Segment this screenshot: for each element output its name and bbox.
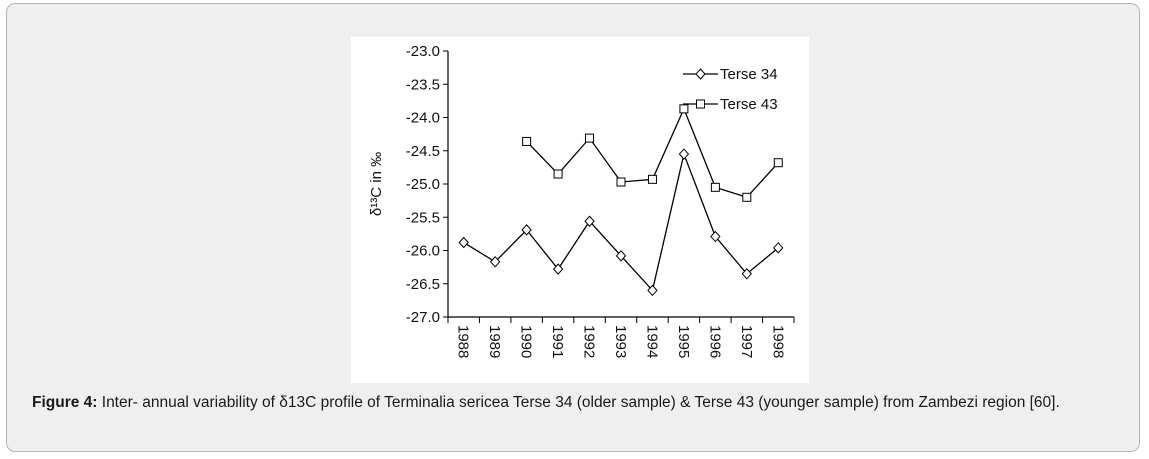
x-tick-label: 1990 — [518, 325, 535, 358]
x-tick-label: 1994 — [643, 325, 660, 358]
data-point-2 — [647, 174, 657, 184]
data-point-2 — [710, 182, 720, 192]
series-line-2 — [526, 107, 779, 199]
data-point-2 — [522, 136, 532, 146]
y-tick-label: -25.0 — [406, 176, 440, 193]
data-point-1 — [647, 284, 658, 297]
y-tick-label: -24.0 — [406, 110, 440, 127]
y-tick-label: -27.0 — [406, 309, 440, 326]
data-point-1 — [490, 256, 501, 268]
x-tick-label: 1997 — [738, 325, 755, 358]
data-point-2 — [585, 133, 595, 143]
data-point-1 — [773, 242, 784, 254]
legend-marker-1 — [695, 68, 706, 80]
x-tick-label: 1988 — [455, 325, 472, 358]
data-point-1 — [584, 215, 595, 227]
y-tick-label: -23.5 — [406, 76, 440, 93]
y-tick-label: -25.5 — [406, 209, 440, 226]
data-point-2 — [553, 169, 563, 179]
data-point-2 — [616, 177, 626, 187]
figure-frame: -23.0 -23.5 -24.0 -24.5 -25.0 -25.5 -26.0 -26.5… — [6, 3, 1140, 452]
x-tick-label: 1993 — [612, 325, 629, 358]
data-point-1 — [615, 250, 627, 262]
legend-label-2: Terse 43 — [720, 96, 778, 113]
y-axis-title: δ¹³C in ‰ — [368, 152, 385, 216]
y-tick-label: -26.5 — [406, 276, 440, 293]
x-tick-label: 1998 — [769, 325, 786, 358]
x-tick-label: 1991 — [549, 325, 566, 358]
figure-caption: Figure 4: Inter- annual variability of δ… — [32, 392, 1122, 413]
x-tick-label: 1992 — [581, 325, 598, 358]
data-point-1 — [552, 263, 564, 275]
y-tick-label: -26.0 — [406, 243, 440, 260]
y-tick-label: -24.5 — [406, 143, 440, 160]
legend-label-1: Terse 34 — [720, 66, 778, 83]
chart-container: -23.0 -23.5 -24.0 -24.5 -25.0 -25.5 -26.0 -26.5… — [351, 37, 809, 383]
caption-label: Figure 4: — [32, 394, 98, 411]
x-tick-label: 1989 — [486, 325, 503, 358]
y-tick-label: -23.0 — [406, 43, 440, 60]
data-point-1 — [741, 268, 752, 280]
line-chart: -23.0 -23.5 -24.0 -24.5 -25.0 -25.5 -26.0 -26.5… — [368, 43, 795, 358]
data-point-1 — [521, 224, 532, 236]
x-tick-label: 1996 — [706, 325, 723, 358]
data-point-1 — [678, 148, 690, 160]
series-line-1 — [463, 151, 779, 292]
data-point-1 — [458, 236, 469, 249]
data-point-2 — [679, 104, 689, 114]
data-point-1 — [710, 230, 721, 243]
x-tick-label: 1995 — [675, 325, 692, 358]
data-point-2 — [742, 192, 752, 202]
data-point-2 — [773, 158, 783, 168]
legend-marker-2 — [696, 99, 705, 109]
caption-text: Inter- annual variability of δ13C profil… — [97, 394, 1060, 411]
